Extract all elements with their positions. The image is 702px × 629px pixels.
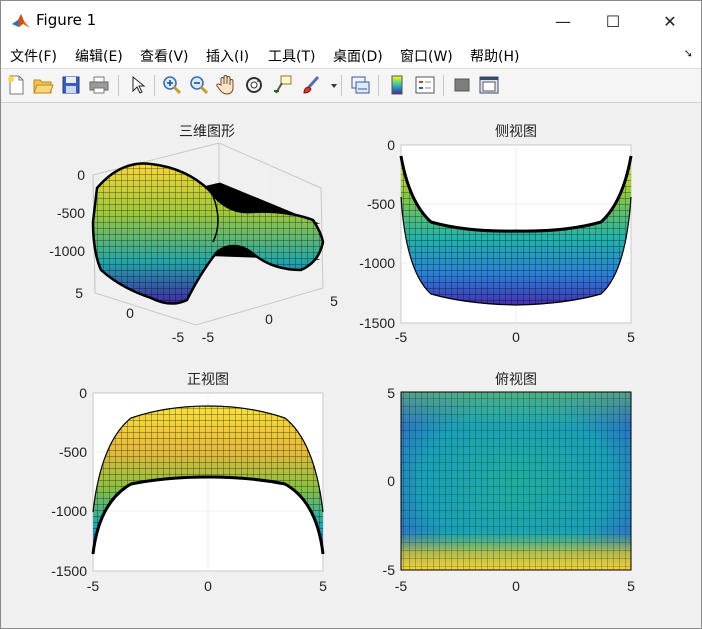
close-button[interactable]: ✕ bbox=[647, 1, 693, 41]
ytick-label: 5 bbox=[387, 385, 395, 401]
xtick-label: 5 bbox=[627, 329, 635, 345]
ytick-label: -1000 bbox=[359, 255, 395, 271]
xtick-label: 5 bbox=[330, 293, 338, 309]
menu-edit[interactable]: 编辑(E) bbox=[75, 49, 123, 65]
menu-help[interactable]: 帮助(H) bbox=[470, 49, 520, 65]
menu-desktop[interactable]: 桌面(D) bbox=[333, 49, 383, 65]
ztick-label: 0 bbox=[77, 167, 85, 183]
pointer-icon[interactable] bbox=[126, 74, 148, 96]
menu-window[interactable]: 窗口(W) bbox=[400, 49, 453, 65]
xtick-label: 5 bbox=[319, 578, 327, 594]
xtick-label: 5 bbox=[627, 578, 635, 594]
toolbar bbox=[1, 68, 701, 103]
xtick-label: 0 bbox=[512, 329, 520, 345]
xtick-label: 0 bbox=[204, 578, 212, 594]
minimize-icon: — bbox=[555, 11, 571, 31]
surface-top bbox=[400, 391, 632, 571]
ytick-label: 0 bbox=[387, 137, 395, 153]
title-bar[interactable]: Figure 1 — ☐ ✕ bbox=[1, 1, 701, 41]
toolbar-separator bbox=[378, 75, 379, 96]
tick-labels-3d: 0 -500 -1000 5 0 -5 -5 0 5 bbox=[49, 167, 338, 345]
zoom-out-icon[interactable] bbox=[188, 74, 210, 96]
figure-canvas: 三维图形 0 -500 -1000 bbox=[49, 124, 636, 594]
xtick-label: -5 bbox=[87, 578, 100, 594]
ztick-label: -1000 bbox=[49, 243, 85, 259]
toolbar-separator bbox=[443, 75, 444, 96]
xtick-label: -5 bbox=[202, 329, 215, 345]
window-title: Figure 1 bbox=[36, 11, 97, 29]
ytick-label: 0 bbox=[79, 385, 87, 401]
surface-side bbox=[399, 155, 633, 306]
axes-title-top: 俯视图 bbox=[495, 372, 537, 388]
ytick-label: -5 bbox=[172, 329, 185, 345]
hide-plot-tools-icon[interactable] bbox=[451, 74, 473, 96]
axes-title-side: 侧视图 bbox=[495, 124, 537, 140]
toolbar-separator bbox=[341, 75, 342, 96]
toolbar-separator bbox=[154, 75, 155, 96]
menu-view[interactable]: 查看(V) bbox=[140, 49, 189, 65]
ztick-label: -500 bbox=[57, 205, 85, 221]
surface-3d bbox=[91, 162, 325, 305]
dock-arrow-icon[interactable]: ➘ bbox=[683, 47, 693, 60]
close-icon: ✕ bbox=[663, 11, 677, 31]
ytick-label: -500 bbox=[367, 196, 395, 212]
menu-bar: 文件(F) 编辑(E) 查看(V) 插入(I) 工具(T) 桌面(D) 窗口(W… bbox=[1, 41, 701, 68]
surface-front bbox=[91, 405, 325, 555]
zoom-in-icon[interactable] bbox=[161, 74, 183, 96]
ytick-label: -1000 bbox=[51, 503, 87, 519]
ytick-label: 0 bbox=[387, 473, 395, 489]
minimize-button[interactable]: — bbox=[540, 1, 586, 41]
ytick-label: 5 bbox=[75, 285, 83, 301]
ytick-label: -1500 bbox=[51, 563, 87, 579]
open-file-icon[interactable] bbox=[32, 74, 54, 96]
new-figure-icon[interactable] bbox=[5, 74, 27, 96]
tick-labels-side: 0 -500 -1000 -1500 -5 0 5 bbox=[359, 137, 635, 345]
maximize-button[interactable]: ☐ bbox=[590, 1, 636, 41]
axes-title-front: 正视图 bbox=[187, 372, 229, 388]
subplot-front[interactable]: 正视图 0 -500 -1000 -1500 -5 0 5 bbox=[51, 372, 327, 594]
subplot-side[interactable]: 侧视图 0 -500 -1000 -1500 -5 0 5 bbox=[359, 124, 635, 345]
link-plot-icon[interactable] bbox=[349, 74, 371, 96]
menu-insert[interactable]: 插入(I) bbox=[206, 49, 250, 65]
xtick-label: -5 bbox=[395, 329, 408, 345]
tick-labels-front: 0 -500 -1000 -1500 -5 0 5 bbox=[51, 385, 327, 594]
tick-labels-top: 5 0 -5 -5 0 5 bbox=[383, 385, 636, 594]
data-cursor-icon[interactable] bbox=[271, 74, 293, 96]
ytick-label: 0 bbox=[126, 305, 134, 321]
colorbar-icon[interactable] bbox=[386, 74, 408, 96]
show-plot-tools-icon[interactable] bbox=[478, 74, 500, 96]
maximize-icon: ☐ bbox=[605, 11, 621, 31]
ytick-label: -5 bbox=[383, 562, 396, 578]
save-icon[interactable] bbox=[60, 74, 82, 96]
subplot-3d[interactable]: 三维图形 0 -500 -1000 bbox=[49, 124, 338, 345]
pan-hand-icon[interactable] bbox=[215, 74, 237, 96]
toolbar-separator bbox=[118, 75, 119, 96]
subplot-top[interactable]: 俯视图 5 0 -5 -5 0 5 bbox=[383, 372, 636, 594]
matlab-logo-icon bbox=[12, 14, 30, 28]
axes-title-3d: 三维图形 bbox=[179, 124, 235, 140]
ytick-label: -500 bbox=[59, 444, 87, 460]
xtick-label: -5 bbox=[395, 578, 408, 594]
legend-icon[interactable] bbox=[414, 74, 436, 96]
rotate-3d-icon[interactable] bbox=[243, 74, 265, 96]
xtick-label: 0 bbox=[512, 578, 520, 594]
ytick-label: -1500 bbox=[359, 315, 395, 331]
menu-tools[interactable]: 工具(T) bbox=[268, 49, 316, 65]
menu-file[interactable]: 文件(F) bbox=[10, 49, 57, 65]
brush-dropdown-icon[interactable] bbox=[323, 74, 337, 96]
brush-icon[interactable] bbox=[300, 74, 322, 96]
xtick-label: 0 bbox=[265, 311, 273, 327]
print-icon[interactable] bbox=[88, 74, 110, 96]
